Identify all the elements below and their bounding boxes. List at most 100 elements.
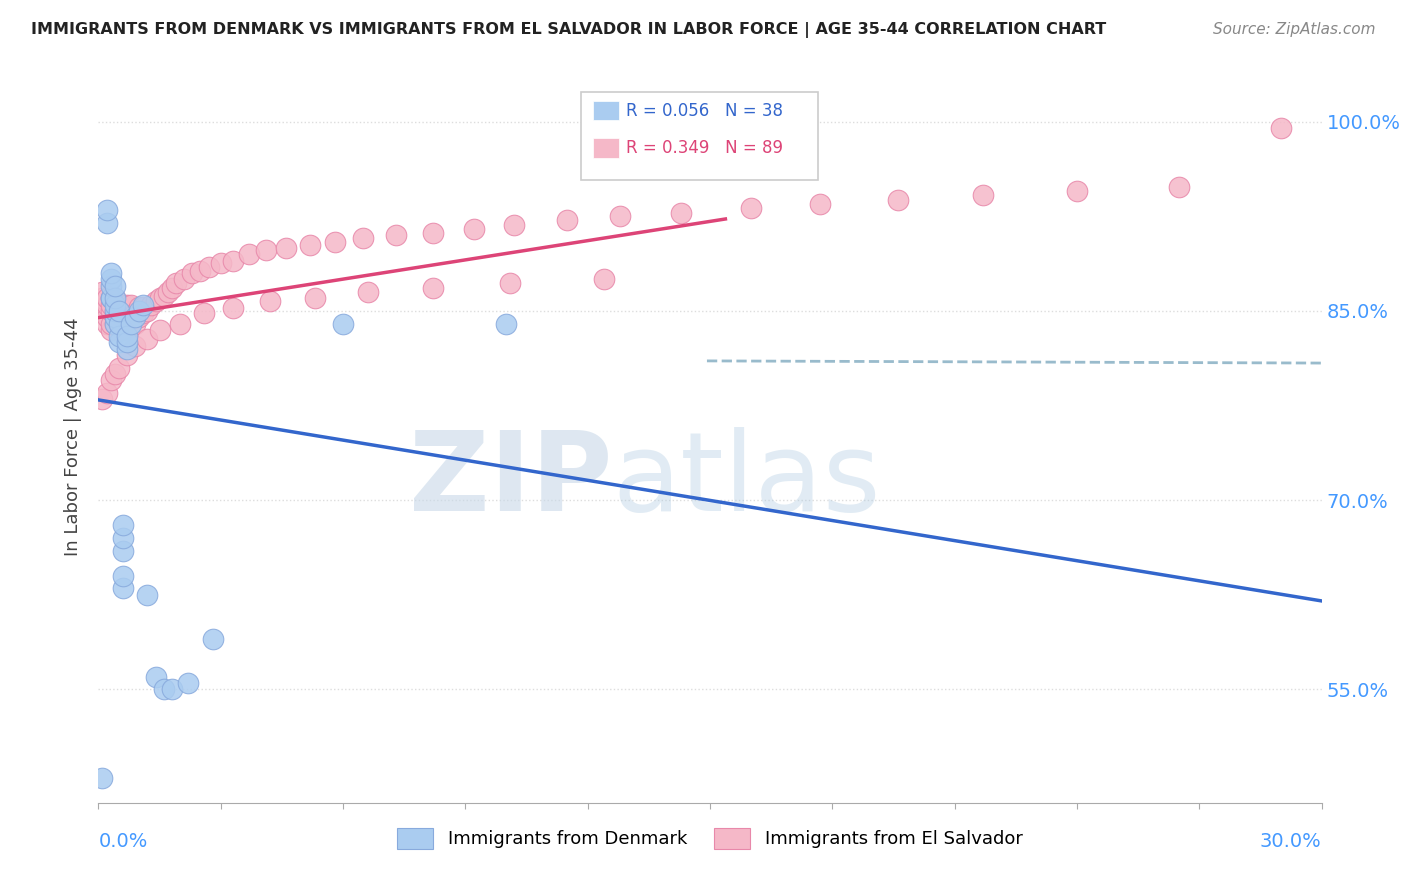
Text: Source: ZipAtlas.com: Source: ZipAtlas.com <box>1212 22 1375 37</box>
Point <box>108 317 131 331</box>
Text: atlas: atlas <box>612 427 880 534</box>
Point <box>115 323 138 337</box>
Point <box>115 342 138 356</box>
Point <box>111 518 134 533</box>
Point <box>201 632 224 646</box>
Point <box>209 256 232 270</box>
Point <box>149 323 172 337</box>
Point <box>124 306 146 320</box>
Point <box>100 317 122 331</box>
Point <box>299 238 322 252</box>
Point <box>115 348 138 362</box>
Point <box>124 310 146 325</box>
Point <box>181 266 204 280</box>
Point <box>108 317 131 331</box>
Point <box>104 291 127 305</box>
Point <box>356 285 378 299</box>
Point <box>152 289 174 303</box>
Point <box>96 298 118 312</box>
Point <box>100 291 122 305</box>
Point <box>136 588 159 602</box>
Point <box>111 310 134 325</box>
Point <box>1167 180 1189 194</box>
Point <box>111 582 134 596</box>
Point <box>352 231 374 245</box>
Text: ZIP: ZIP <box>409 427 612 534</box>
Point <box>108 304 131 318</box>
Point <box>100 323 122 337</box>
Point <box>91 298 114 312</box>
Point <box>463 222 485 236</box>
Point <box>100 298 122 312</box>
Point <box>332 317 354 331</box>
Point <box>124 317 146 331</box>
Point <box>132 300 155 314</box>
Point <box>104 298 127 312</box>
Point <box>108 304 131 318</box>
Point <box>145 293 167 308</box>
Point <box>115 298 138 312</box>
Point <box>238 247 260 261</box>
Point <box>108 360 131 375</box>
Point <box>972 188 994 202</box>
Point <box>120 310 142 325</box>
Point <box>128 310 150 325</box>
Point <box>96 317 118 331</box>
Point <box>124 339 146 353</box>
Point <box>160 682 183 697</box>
Text: IMMIGRANTS FROM DENMARK VS IMMIGRANTS FROM EL SALVADOR IN LABOR FORCE | AGE 35-4: IMMIGRANTS FROM DENMARK VS IMMIGRANTS FR… <box>31 22 1107 38</box>
Point <box>304 291 326 305</box>
Point <box>323 235 346 249</box>
Point <box>91 285 114 299</box>
Point <box>422 281 444 295</box>
Point <box>104 367 127 381</box>
Point <box>120 317 142 331</box>
Point <box>111 319 134 334</box>
Point <box>111 323 134 337</box>
Text: R = 0.349   N = 89: R = 0.349 N = 89 <box>626 139 783 157</box>
Point <box>96 216 118 230</box>
Point <box>274 241 297 255</box>
Point <box>169 317 191 331</box>
Point <box>254 244 277 258</box>
Point <box>503 218 526 232</box>
Legend: Immigrants from Denmark, Immigrants from El Salvador: Immigrants from Denmark, Immigrants from… <box>398 828 1022 848</box>
Point <box>108 335 131 350</box>
Point <box>111 569 134 583</box>
Point <box>1270 121 1292 136</box>
Point <box>100 278 122 293</box>
Point <box>165 277 187 291</box>
Point <box>197 260 219 274</box>
Point <box>111 531 134 545</box>
Point <box>740 201 762 215</box>
Point <box>115 335 138 350</box>
Point <box>132 306 155 320</box>
Point <box>173 272 195 286</box>
Point <box>104 310 127 325</box>
Point <box>120 298 142 312</box>
Point <box>495 317 517 331</box>
Point <box>100 373 122 387</box>
Point <box>188 263 212 277</box>
Point <box>115 317 138 331</box>
Point <box>609 210 631 224</box>
Point <box>385 228 408 243</box>
Point <box>177 676 200 690</box>
Point <box>136 332 159 346</box>
Point <box>104 317 127 331</box>
Text: R = 0.056   N = 38: R = 0.056 N = 38 <box>626 102 783 120</box>
Text: 30.0%: 30.0% <box>1260 832 1322 851</box>
Point <box>808 196 831 211</box>
Point <box>96 386 118 401</box>
Point <box>100 304 122 318</box>
Point <box>111 543 134 558</box>
Point <box>160 281 183 295</box>
Point <box>104 304 127 318</box>
Point <box>91 291 114 305</box>
Point <box>108 329 131 343</box>
Point <box>149 291 172 305</box>
Point <box>259 293 281 308</box>
Point <box>100 291 122 305</box>
Point <box>156 285 179 299</box>
Point <box>128 304 150 318</box>
